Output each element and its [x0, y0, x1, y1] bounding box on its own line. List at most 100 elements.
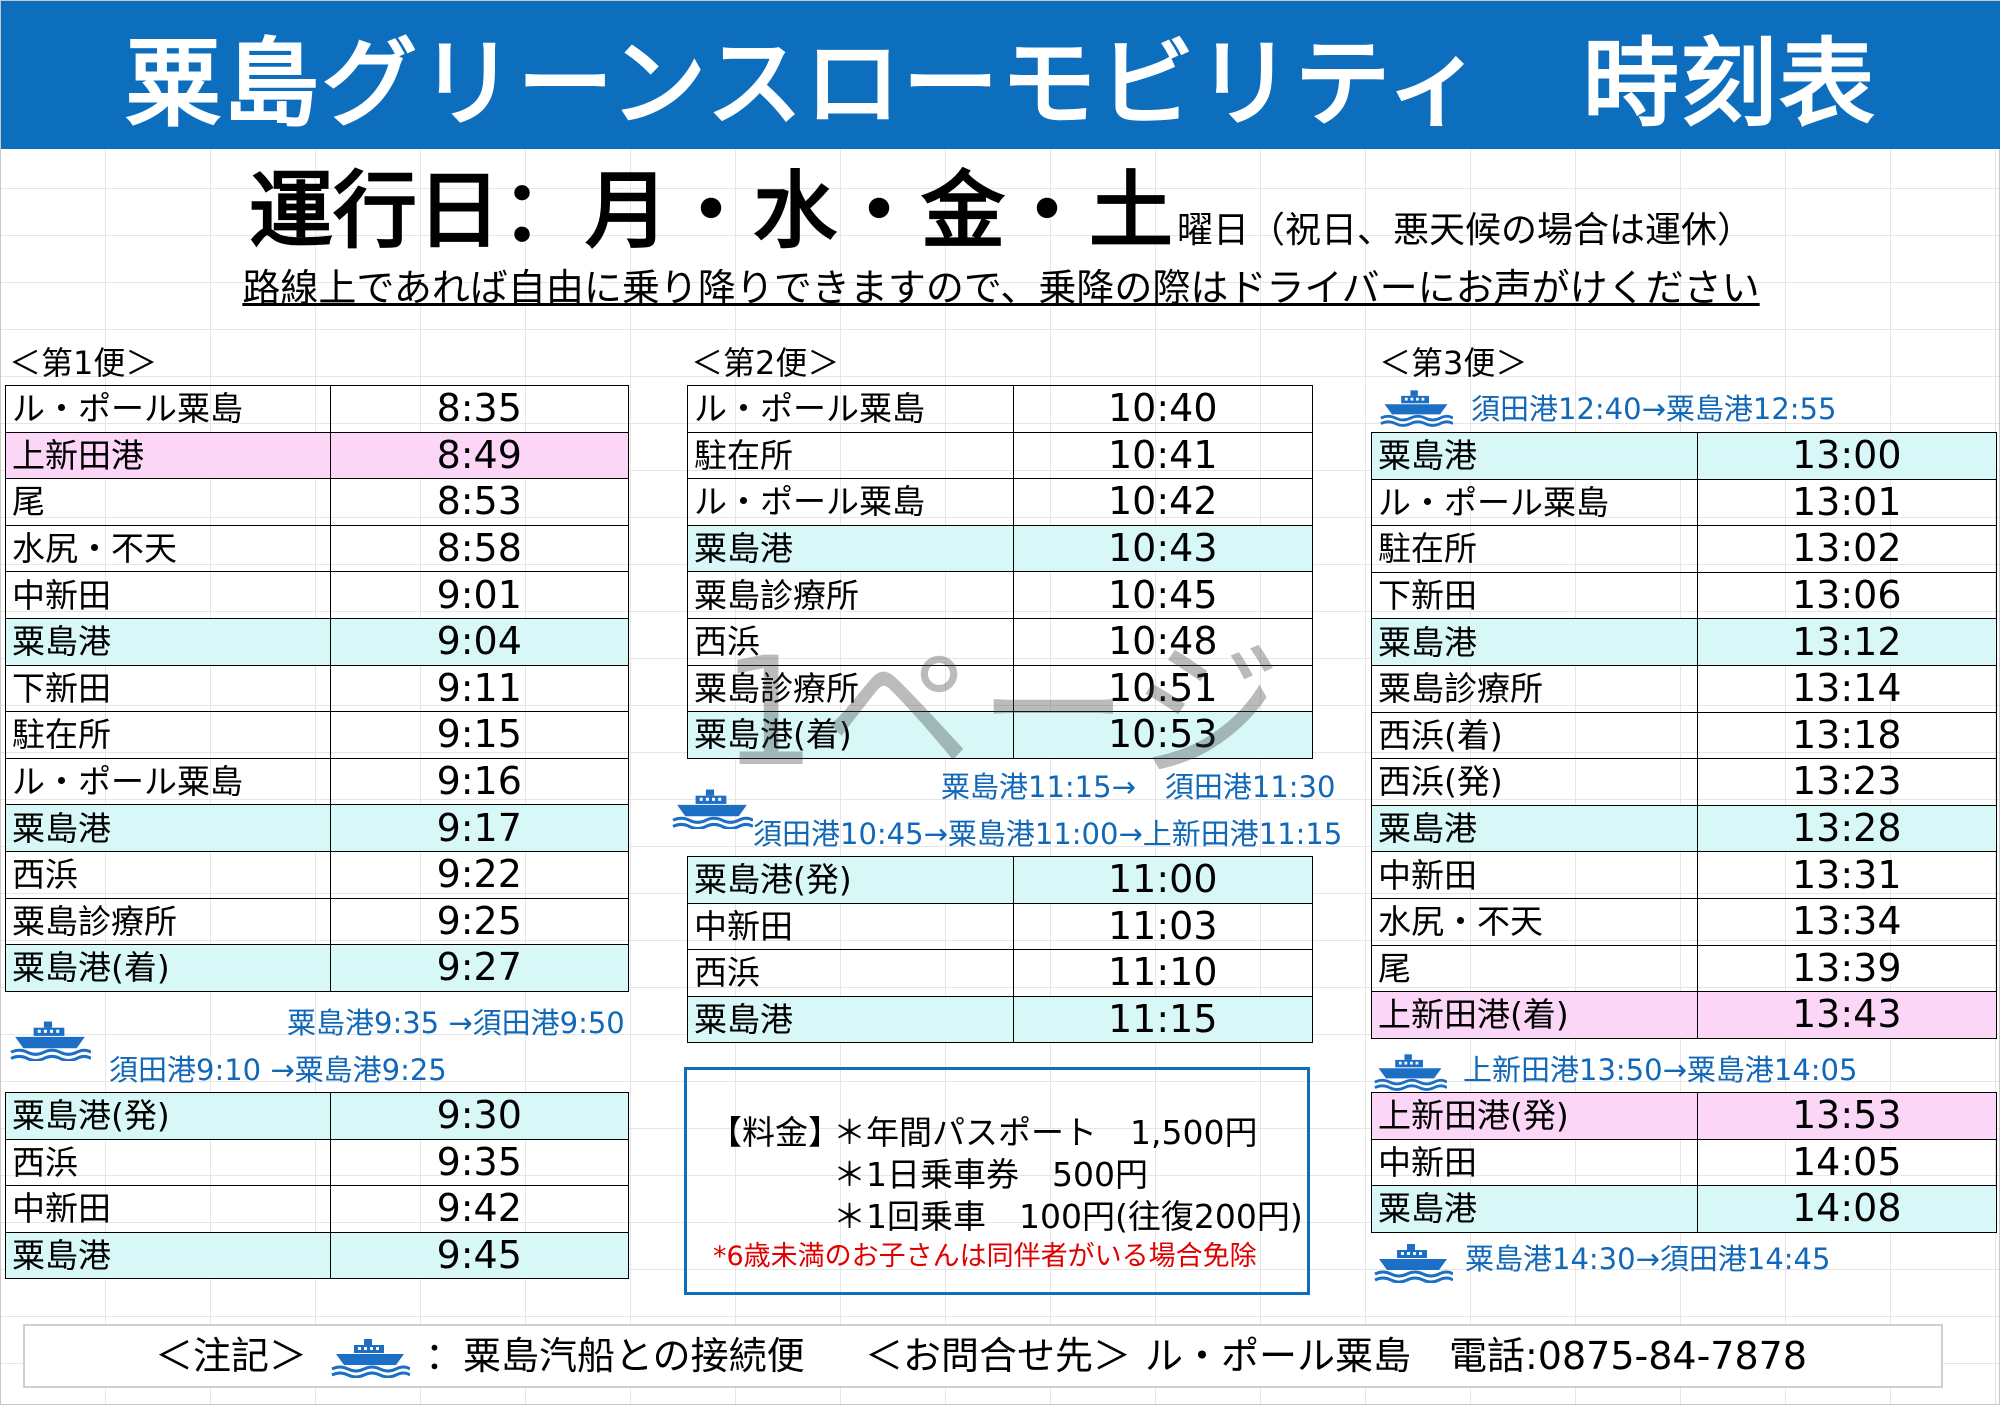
timetable-row: 駐在所 13:02 — [1371, 525, 1997, 573]
stop-name: 粟島港 — [687, 524, 1014, 573]
stop-name: 粟島港 — [1371, 804, 1698, 853]
departure-time: 9:42 — [329, 1185, 629, 1233]
departure-time: 11:15 — [1012, 995, 1313, 1044]
stop-name: ル・ポール粟島 — [5, 757, 331, 806]
timetable-row: 駐在所 9:15 — [5, 711, 629, 759]
departure-time: 9:30 — [329, 1092, 629, 1140]
ship-icon — [671, 787, 753, 829]
operation-days-main: 運行日：月・水・金・土 — [248, 162, 1173, 260]
departure-time: 13:28 — [1696, 804, 1997, 853]
page-title: 粟島グリーンスローモビリティ 時刻表 — [1, 1, 2000, 149]
operation-days: 運行日：月・水・金・土 曜日（祝日、悪天候の場合は運休） — [1, 161, 2000, 261]
timetable-row: 中新田 9:01 — [5, 571, 629, 619]
stop-name: 粟島港 — [1371, 1185, 1698, 1233]
stop-name: 駐在所 — [1371, 525, 1698, 573]
timetable-row: 尾 13:39 — [1371, 944, 1997, 993]
stop-name: 粟島港 — [5, 617, 331, 666]
fare-box: 【料金】 ＊年間パスポート 1,500円 ＊1日乗車券 500円 ＊1回乗車 1… — [684, 1067, 1310, 1295]
departure-time: 8:58 — [329, 524, 629, 573]
timetable-row: 西浜 11:10 — [687, 949, 1313, 997]
departure-time: 8:35 — [329, 385, 629, 433]
timetable-row: 粟島港(発) 9:30 — [5, 1092, 629, 1140]
departure-time: 14:05 — [1696, 1138, 1997, 1187]
timetable-row: 西浜(発) 13:23 — [1371, 758, 1997, 806]
fare-label: 【料金】 — [709, 1113, 841, 1152]
timetable-row: 尾 8:53 — [5, 478, 629, 526]
departure-time: 13:01 — [1696, 478, 1997, 527]
footer-ship-meaning: ：粟島汽船との接続便 — [425, 1334, 805, 1378]
timetable-row: ル・ポール粟島 10:40 — [687, 385, 1313, 433]
timetable-row: 中新田 14:05 — [1371, 1138, 1997, 1187]
stop-name: ル・ポール粟島 — [687, 385, 1014, 433]
departure-time: 9:27 — [329, 944, 629, 992]
departure-time: 9:04 — [329, 617, 629, 666]
timetable-row: 粟島港 9:45 — [5, 1231, 629, 1280]
departure-time: 10:51 — [1012, 664, 1313, 713]
stop-name: ル・ポール粟島 — [5, 385, 331, 433]
departure-time: 10:45 — [1012, 571, 1313, 619]
ride-note-text: 路線上であれば自由に乗り降りできますので、乗降の際はドライバーにお声がけください — [242, 266, 1760, 310]
stop-name: 粟島港(着) — [687, 711, 1014, 759]
ship-icon — [330, 1336, 410, 1378]
timetable-row: 中新田 9:42 — [5, 1185, 629, 1233]
timetable-row: 中新田 11:03 — [687, 902, 1313, 951]
trip3-ferry-bottom: 粟島港14:30→須田港14:45 — [1465, 1242, 1831, 1276]
trip3-ferry-mid: 上新田港13:50→粟島港14:05 — [1463, 1053, 1858, 1087]
operation-days-note: 曜日（祝日、悪天候の場合は運休） — [1177, 210, 1754, 251]
stop-name: 粟島港 — [5, 804, 331, 852]
stop-name: 上新田港(発) — [1371, 1092, 1698, 1140]
timetable-row: 下新田 9:11 — [5, 664, 629, 713]
stop-name: 粟島港 — [1371, 432, 1698, 480]
stop-name: 粟島港(着) — [5, 944, 331, 992]
stop-name: 中新田 — [687, 902, 1014, 951]
stop-name: 上新田港 — [5, 431, 331, 480]
trip3-ferry-top: 須田港12:40→粟島港12:55 — [1471, 392, 1837, 426]
timetable-row: 粟島港 13:28 — [1371, 804, 1997, 853]
stop-name: ル・ポール粟島 — [1371, 478, 1698, 527]
trip1-ferry-1: 粟島港9:35 →須田港9:50 — [287, 1006, 625, 1040]
departure-time: 9:22 — [329, 850, 629, 899]
departure-time: 13:31 — [1696, 851, 1997, 899]
ship-icon — [1373, 1241, 1453, 1283]
timetable-row: 粟島診療所 13:14 — [1371, 664, 1997, 713]
departure-time: 13:00 — [1696, 432, 1997, 480]
departure-time: 13:23 — [1696, 758, 1997, 806]
departure-time: 13:18 — [1696, 711, 1997, 760]
departure-time: 13:06 — [1696, 571, 1997, 620]
trip3-table-b: 上新田港(発) 13:53 中新田 14:05 粟島港 14:08 — [1371, 1092, 1997, 1233]
stop-name: 粟島港(発) — [687, 856, 1014, 904]
departure-time: 13:34 — [1696, 897, 1997, 946]
ship-icon — [9, 1019, 91, 1061]
departure-time: 10:48 — [1012, 617, 1313, 666]
timetable-row: 上新田港(着) 13:43 — [1371, 991, 1997, 1039]
trip2-table-a: ル・ポール粟島 10:40 駐在所 10:41 ル・ポール粟島 10:42 粟島港 10:43… — [687, 385, 1313, 759]
stop-name: 西浜 — [687, 617, 1014, 666]
stop-name: 駐在所 — [687, 431, 1014, 480]
stop-name: 粟島診療所 — [5, 897, 331, 946]
timetable-row: ル・ポール粟島 8:35 — [5, 385, 629, 433]
departure-time: 13:53 — [1696, 1092, 1997, 1140]
departure-time: 13:43 — [1696, 991, 1997, 1039]
trip1-table-a: ル・ポール粟島 8:35 上新田港 8:49 尾 8:53 水尻・不天 8:58 中新田 9:01… — [5, 385, 629, 992]
stop-name: 水尻・不天 — [1371, 897, 1698, 946]
timetable-row: 粟島港(発) 11:00 — [687, 856, 1313, 904]
trip2-ferry-1: 粟島港11:15→ 須田港11:30 — [941, 770, 1336, 804]
timetable-row: 粟島港 14:08 — [1371, 1185, 1997, 1233]
departure-time: 9:45 — [329, 1231, 629, 1280]
footer-note: ＜注記＞ ：粟島汽船との接続便 ＜お問合せ先＞ ル・ポール粟島 電話:0875-… — [23, 1324, 1943, 1388]
timetable-row: 粟島港 11:15 — [687, 995, 1313, 1044]
trip2-label: ＜第2便＞ — [691, 344, 840, 382]
trip2-table-b: 粟島港(発) 11:00 中新田 11:03 西浜 11:10 粟島港 11:15 — [687, 856, 1313, 1044]
timetable-row: 上新田港 8:49 — [5, 431, 629, 480]
footer-note-label: ＜注記＞ — [155, 1334, 308, 1378]
trip1-table-b: 粟島港(発) 9:30 西浜 9:35 中新田 9:42 粟島港 9:45 — [5, 1092, 629, 1280]
stop-name: 尾 — [1371, 944, 1698, 993]
departure-time: 9:01 — [329, 571, 629, 619]
departure-time: 9:16 — [329, 757, 629, 806]
timetable-row: ル・ポール粟島 10:42 — [687, 478, 1313, 526]
stop-name: 粟島診療所 — [687, 664, 1014, 713]
timetable-row: 西浜 10:48 — [687, 617, 1313, 666]
departure-time: 9:17 — [329, 804, 629, 852]
timetable-row: ル・ポール粟島 9:16 — [5, 757, 629, 806]
